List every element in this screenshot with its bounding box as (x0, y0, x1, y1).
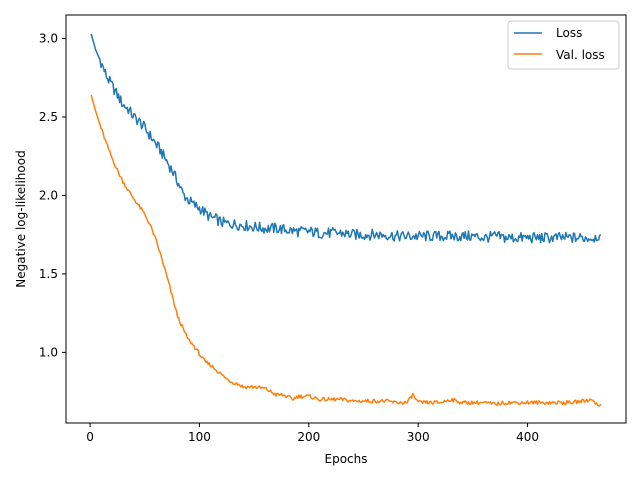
x-tick-label: 300 (407, 430, 430, 444)
y-tick-label: 1.5 (39, 267, 58, 281)
y-tick-label: 2.0 (39, 188, 58, 202)
y-axis-label: Negative log-likelihood (14, 150, 28, 287)
y-tick-label: 2.5 (39, 110, 58, 124)
x-tick-label: 100 (188, 430, 211, 444)
legend-entry-val-loss: Val. loss (556, 48, 605, 62)
series-line-val-loss (90, 94, 602, 407)
y-tick-label: 3.0 (39, 32, 58, 46)
x-tick-label: 400 (516, 430, 539, 444)
axes-frame (65, 14, 627, 424)
legend: Loss Val. loss (507, 20, 620, 70)
x-axis-ticks: 0 100 200 300 400 (86, 423, 539, 444)
legend-entry-loss: Loss (556, 26, 582, 40)
x-tick-label: 200 (297, 430, 320, 444)
x-axis-label: Epochs (325, 452, 368, 466)
series-layer (90, 33, 602, 407)
y-tick-label: 1.0 (39, 345, 58, 359)
x-tick-label: 0 (86, 430, 94, 444)
y-axis-ticks: 1.0 1.5 2.0 2.5 3.0 (39, 32, 66, 359)
series-line-loss (90, 33, 602, 244)
